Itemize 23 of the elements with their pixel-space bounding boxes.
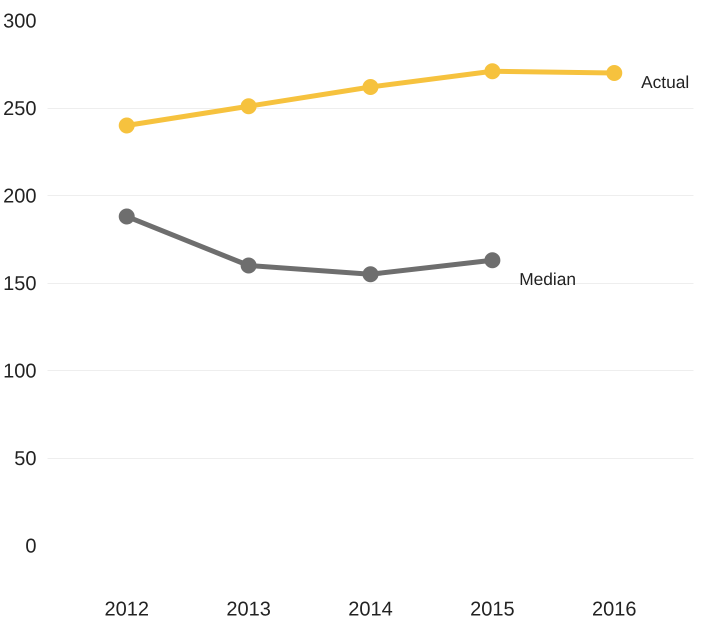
series-label: Actual bbox=[641, 72, 690, 92]
x-tick-label: 2014 bbox=[348, 598, 393, 618]
point bbox=[118, 208, 135, 224]
x-tick-label: 2016 bbox=[592, 598, 637, 618]
point bbox=[362, 266, 378, 282]
point bbox=[484, 252, 500, 268]
point bbox=[240, 98, 257, 114]
point bbox=[240, 258, 257, 274]
y-tick-label: 250 bbox=[3, 98, 37, 120]
x-tick-label: 2015 bbox=[470, 598, 515, 618]
series-label: Median bbox=[519, 269, 576, 289]
x-tick-label: 2013 bbox=[226, 598, 271, 618]
y-tick-label: 150 bbox=[3, 273, 37, 295]
y-tick-label: 100 bbox=[3, 360, 37, 382]
y-tick-label: 300 bbox=[3, 10, 37, 32]
y-tick-label: 0 bbox=[25, 536, 36, 558]
point bbox=[606, 65, 622, 81]
point bbox=[118, 118, 135, 134]
point bbox=[484, 63, 500, 80]
x-tick-label: 2012 bbox=[104, 598, 149, 618]
y-tick-label: 200 bbox=[3, 186, 37, 208]
y-tick-label: 50 bbox=[14, 448, 37, 470]
point bbox=[362, 79, 378, 95]
